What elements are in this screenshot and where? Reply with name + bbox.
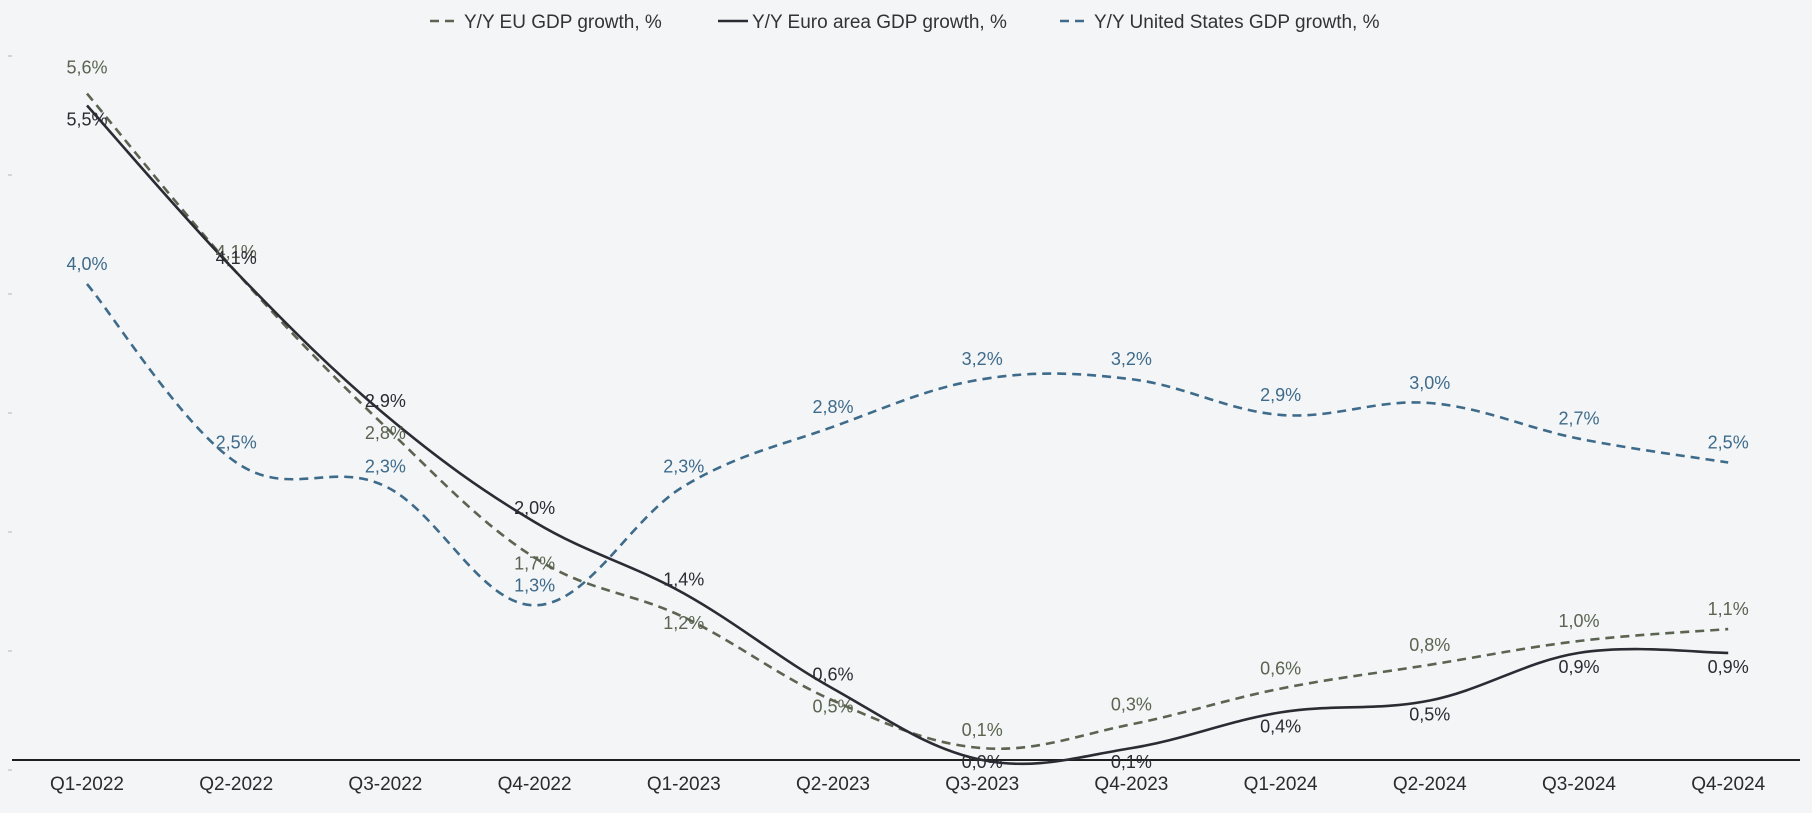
data-label-y-y-eu-gdp-growth-q2-2024: 0,8% <box>1409 635 1450 655</box>
data-label-y-y-eu-gdp-growth-q2-2023: 0,5% <box>812 697 853 717</box>
data-label-y-y-eu-gdp-growth-q1-2024: 0,6% <box>1260 659 1301 679</box>
series-line-y-y-united-states-gdp-growth <box>86 283 1729 607</box>
data-label-y-y-united-states-gdp-growth-q3-2023: 3,2% <box>962 349 1003 369</box>
data-label-y-y-united-states-gdp-growth-q3-2024: 2,7% <box>1558 409 1599 429</box>
data-label-y-y-eu-gdp-growth-q2-2022: 4,1% <box>216 242 257 262</box>
data-label-y-y-united-states-gdp-growth-q2-2023: 2,8% <box>812 397 853 417</box>
data-label-y-y-euro-area-gdp-growth-q1-2022: 5,5% <box>66 110 107 130</box>
data-label-y-y-euro-area-gdp-growth-q2-2022: 4,1% <box>216 248 257 268</box>
x-tick-label-q4-2023: Q4-2023 <box>1094 774 1168 795</box>
data-label-y-y-euro-area-gdp-growth-q3-2024: 0,9% <box>1558 657 1599 677</box>
data-label-y-y-eu-gdp-growth-q3-2023: 0,1% <box>962 720 1003 740</box>
data-label-y-y-euro-area-gdp-growth-q4-2024: 0,9% <box>1708 657 1749 677</box>
data-label-y-y-eu-gdp-growth-q1-2022: 5,6% <box>66 58 107 78</box>
data-label-y-y-eu-gdp-growth-q4-2023: 0,3% <box>1111 694 1152 714</box>
legend-item-y-y-united-states-gdp-growth: Y/Y United States GDP growth, % <box>1060 12 1380 33</box>
legend-label: Y/Y EU GDP growth, % <box>464 12 662 33</box>
data-label-y-y-euro-area-gdp-growth-q3-2022: 2,9% <box>365 391 406 411</box>
x-tick-label-q1-2022: Q1-2022 <box>50 774 124 795</box>
data-label-y-y-united-states-gdp-growth-q1-2022: 4,0% <box>66 254 107 274</box>
data-label-y-y-euro-area-gdp-growth-q1-2023: 1,4% <box>663 569 704 589</box>
series-line-y-y-eu-gdp-growth <box>86 92 1729 751</box>
data-label-y-y-euro-area-gdp-growth-q3-2023: 0,0% <box>962 752 1003 772</box>
chart-legend: Y/Y EU GDP growth, % Y/Y Euro area GDP gr… <box>430 12 1380 33</box>
x-tick-label-q3-2024: Q3-2024 <box>1542 774 1616 795</box>
data-label-y-y-eu-gdp-growth-q3-2022: 2,8% <box>365 423 406 443</box>
data-label-y-y-united-states-gdp-growth-q1-2024: 2,9% <box>1260 385 1301 405</box>
x-tick-label-q3-2023: Q3-2023 <box>945 774 1019 795</box>
data-label-y-y-united-states-gdp-growth-q3-2022: 2,3% <box>365 456 406 476</box>
data-label-y-y-eu-gdp-growth-q3-2024: 1,0% <box>1558 611 1599 631</box>
data-label-y-y-united-states-gdp-growth-q4-2023: 3,2% <box>1111 349 1152 369</box>
data-label-y-y-united-states-gdp-growth-q2-2024: 3,0% <box>1409 373 1450 393</box>
x-tick-label-q1-2023: Q1-2023 <box>647 774 721 795</box>
y-axis-tick-marks <box>8 55 12 771</box>
x-axis-tick-labels: Q1-2022 Q2-2022 Q3-2022 Q4-2022 Q1-2023 Q2-20… <box>50 774 1766 795</box>
data-label-y-y-united-states-gdp-growth-q4-2022: 1,3% <box>514 575 555 595</box>
data-label-y-y-united-states-gdp-growth-q1-2023: 2,3% <box>663 456 704 476</box>
data-label-y-y-united-states-gdp-growth-q2-2022: 2,5% <box>216 433 257 453</box>
legend-item-y-y-euro-area-gdp-growth: Y/Y Euro area GDP growth, % <box>718 12 1007 33</box>
x-tick-label-q2-2023: Q2-2023 <box>796 774 870 795</box>
data-label-y-y-euro-area-gdp-growth-q2-2023: 0,6% <box>812 665 853 685</box>
data-label-y-y-eu-gdp-growth-q4-2024: 1,1% <box>1708 599 1749 619</box>
data-labels: 5,6% 4,1% 2,8% 1,7% 1,2% 0,5% 0,1% 0,3% 0,6% 0,8%… <box>66 58 1749 772</box>
data-label-y-y-euro-area-gdp-growth-q1-2024: 0,4% <box>1260 716 1301 736</box>
data-label-y-y-euro-area-gdp-growth-q4-2023: 0,1% <box>1111 752 1152 772</box>
x-tick-label-q4-2024: Q4-2024 <box>1691 774 1765 795</box>
data-label-y-y-eu-gdp-growth-q4-2022: 1,7% <box>514 554 555 574</box>
x-tick-label-q1-2024: Q1-2024 <box>1244 774 1318 795</box>
legend-label: Y/Y Euro area GDP growth, % <box>752 12 1007 33</box>
data-label-y-y-euro-area-gdp-growth-q4-2022: 2,0% <box>514 498 555 518</box>
legend-item-y-y-eu-gdp-growth: Y/Y EU GDP growth, % <box>430 12 662 33</box>
x-tick-label-q2-2022: Q2-2022 <box>199 774 273 795</box>
series-lines <box>86 92 1729 766</box>
legend-label: Y/Y United States GDP growth, % <box>1094 12 1380 33</box>
data-label-y-y-euro-area-gdp-growth-q2-2024: 0,5% <box>1409 705 1450 725</box>
x-tick-label-q2-2024: Q2-2024 <box>1393 774 1467 795</box>
data-label-y-y-united-states-gdp-growth-q4-2024: 2,5% <box>1708 433 1749 453</box>
series-line-y-y-euro-area-gdp-growth <box>86 104 1729 766</box>
x-tick-label-q4-2022: Q4-2022 <box>498 774 572 795</box>
x-tick-label-q3-2022: Q3-2022 <box>348 774 422 795</box>
data-label-y-y-eu-gdp-growth-q1-2023: 1,2% <box>663 613 704 633</box>
